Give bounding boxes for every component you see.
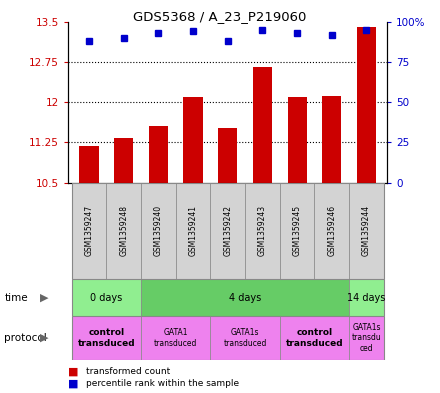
Bar (149, 126, 168, 183)
Text: ■: ■ (68, 366, 79, 376)
Text: GSM1359246: GSM1359246 (327, 205, 336, 257)
Bar (287, 97, 307, 183)
Text: transformed count: transformed count (86, 367, 170, 376)
Text: GSM1359243: GSM1359243 (258, 205, 267, 257)
Bar (357, 27, 376, 183)
Text: GSM1359244: GSM1359244 (362, 205, 371, 257)
Bar (253, 67, 272, 183)
Text: time: time (4, 293, 28, 303)
Text: control
transduced: control transduced (77, 328, 135, 348)
Text: GATA1s
transdu
ced: GATA1s transdu ced (352, 323, 381, 353)
Bar (141, 316, 210, 360)
Text: GSM1359247: GSM1359247 (84, 205, 94, 257)
Text: GSM1359242: GSM1359242 (223, 206, 232, 256)
Bar (114, 138, 133, 183)
Text: percentile rank within the sample: percentile rank within the sample (86, 379, 239, 387)
Text: ▶: ▶ (40, 293, 48, 303)
Text: 4 days: 4 days (229, 293, 261, 303)
Text: protocol: protocol (4, 333, 47, 343)
Bar (245, 183, 280, 279)
Bar (210, 316, 280, 360)
Text: ■: ■ (68, 378, 79, 388)
Bar (322, 96, 341, 183)
Bar (80, 146, 99, 183)
Text: GSM1359241: GSM1359241 (188, 206, 198, 256)
Text: GATA1s
transduced: GATA1s transduced (224, 328, 267, 348)
Bar (183, 97, 202, 183)
Text: GSM1359240: GSM1359240 (154, 205, 163, 257)
Bar (141, 183, 176, 279)
Bar (72, 279, 141, 316)
Bar (349, 183, 384, 279)
Bar (72, 316, 141, 360)
Bar (280, 183, 315, 279)
Bar (106, 183, 141, 279)
Text: 0 days: 0 days (90, 293, 122, 303)
Bar (176, 183, 210, 279)
Bar (349, 316, 384, 360)
Bar (141, 279, 349, 316)
Bar (218, 128, 237, 183)
Bar (315, 183, 349, 279)
Text: ▶: ▶ (40, 333, 48, 343)
Text: GSM1359245: GSM1359245 (293, 205, 301, 257)
Text: GDS5368 / A_23_P219060: GDS5368 / A_23_P219060 (133, 10, 307, 23)
Bar (72, 183, 106, 279)
Text: GSM1359248: GSM1359248 (119, 206, 128, 256)
Text: 14 days: 14 days (347, 293, 385, 303)
Bar (210, 183, 245, 279)
Bar (280, 316, 349, 360)
Text: control
transduced: control transduced (286, 328, 343, 348)
Text: GATA1
transduced: GATA1 transduced (154, 328, 198, 348)
Bar (349, 279, 384, 316)
